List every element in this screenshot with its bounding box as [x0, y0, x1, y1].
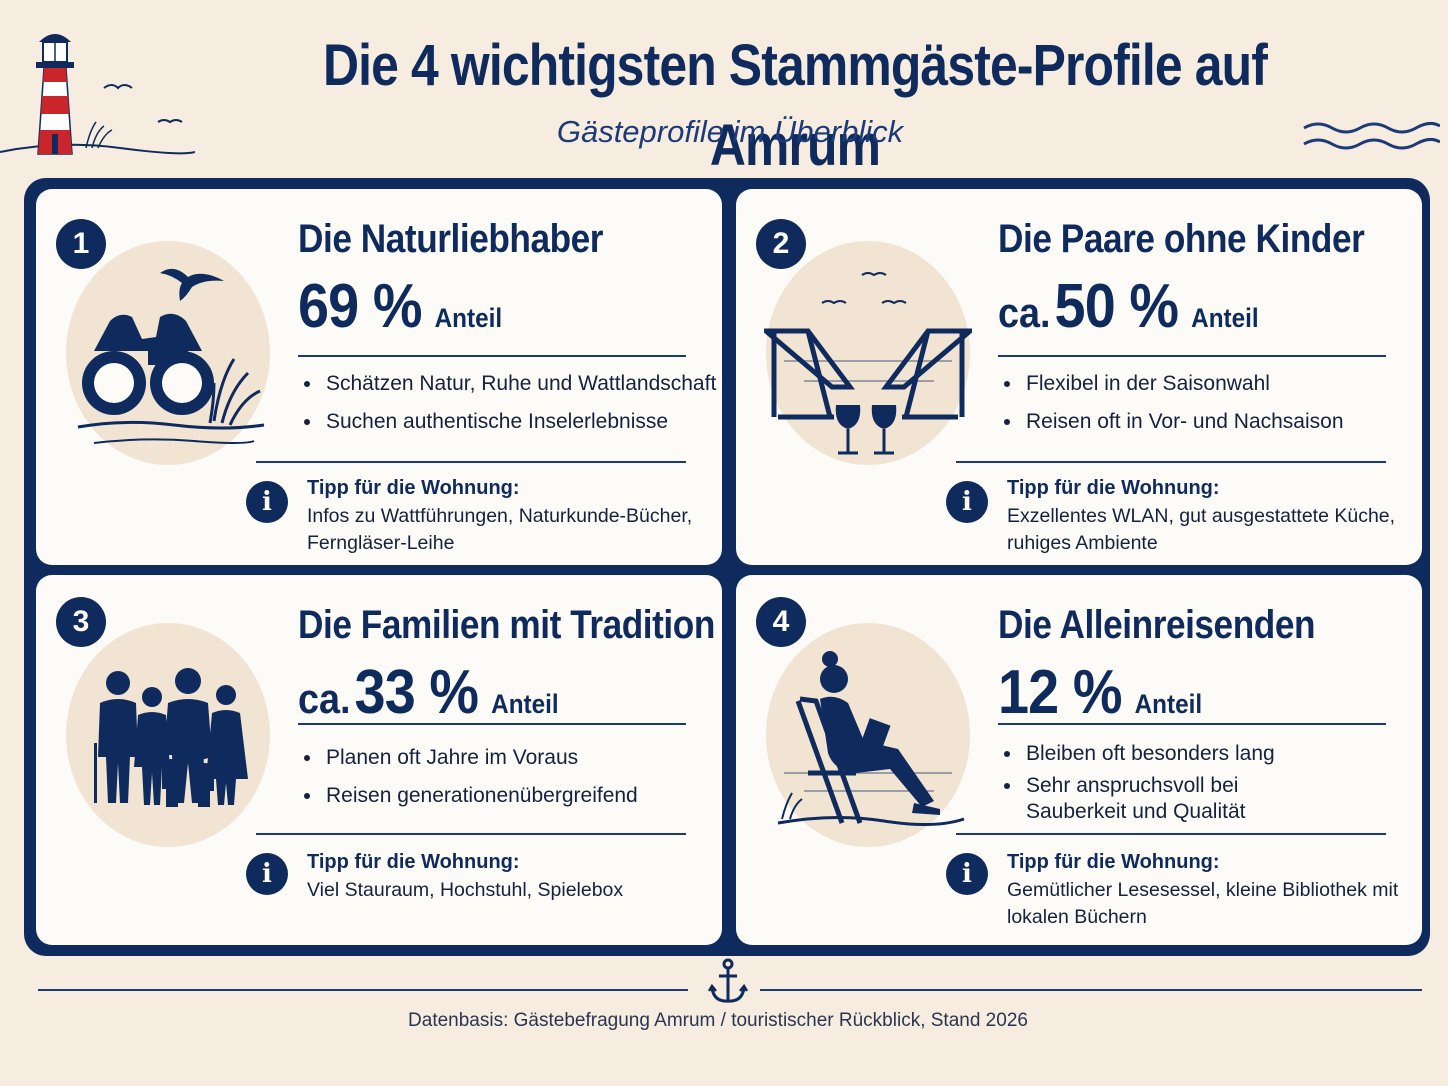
share-value: 33 % — [354, 658, 479, 727]
share-value: 69 % — [298, 272, 422, 341]
bullet-list: Bleiben oft besonders lang Sehr anspruch… — [1002, 741, 1332, 837]
tip-heading: Tipp für die Wohnung: — [1007, 477, 1220, 499]
profile-card-naturliebhaber: 1 Die Naturliebhaber 69 % Anteil Schätze… — [36, 189, 722, 565]
divider — [298, 355, 686, 357]
share-prefix: ca. — [998, 289, 1051, 336]
waves-icon — [1303, 121, 1440, 150]
tip-text: Infos zu Wattführungen, Naturkunde-Büche… — [307, 505, 693, 554]
divider — [256, 461, 686, 463]
card-share: ca. 33 % Anteil — [298, 657, 559, 728]
card-title: Die Familien mit Tradition — [298, 603, 715, 647]
bullet-item: Planen oft Jahre im Voraus — [302, 745, 722, 771]
bullet-item: Sehr anspruchsvoll bei Sauberkeit und Qu… — [1002, 773, 1332, 825]
share-value: 12 % — [998, 658, 1122, 727]
bullet-list: Schätzen Natur, Ruhe und Wattlandschaft … — [302, 371, 722, 447]
family-icon — [66, 623, 270, 847]
info-icon: i — [946, 853, 988, 895]
binoculars-bird-icon — [66, 241, 270, 465]
share-label: Anteil — [1191, 303, 1259, 333]
divider — [256, 833, 686, 835]
card-title: Die Paare ohne Kinder — [998, 217, 1365, 261]
bullet-list: Planen oft Jahre im Voraus Reisen genera… — [302, 745, 722, 821]
tip-text: Viel Stauraum, Hochstuhl, Spielebox — [307, 879, 624, 901]
bullet-item: Suchen authentische Inselerlebnisse — [302, 409, 722, 435]
anchor-icon — [708, 958, 748, 1003]
tip-heading: Tipp für die Wohnung: — [307, 851, 520, 873]
page-title: Die 4 wichtigsten Stammgäste-Profile auf… — [322, 33, 1268, 178]
card-share: ca. 50 % Anteil — [998, 271, 1259, 342]
bullet-list: Flexibel in der Saisonwahl Reisen oft in… — [1002, 371, 1422, 447]
divider — [956, 461, 1386, 463]
card-number-badge: 4 — [756, 597, 806, 647]
profile-card-alleinreisende: 4 Die Alleinreisenden 12 % Anteil Bleibe… — [736, 575, 1422, 945]
tip-text: Exzellentes WLAN, gut ausgestattete Küch… — [1007, 505, 1396, 554]
bullet-item: Reisen oft in Vor- und Nachsaison — [1002, 409, 1422, 435]
bullet-item: Bleiben oft besonders lang — [1002, 741, 1332, 767]
bullet-item: Schätzen Natur, Ruhe und Wattlandschaft — [302, 371, 722, 397]
profile-card-familien: 3 Die Familien mit Tradition ca. 33 % An… — [36, 575, 722, 945]
share-label: Anteil — [434, 303, 503, 333]
tip-heading: Tipp für die Wohnung: — [1007, 851, 1220, 873]
share-label: Anteil — [491, 689, 559, 719]
card-title: Die Naturliebhaber — [298, 217, 604, 261]
info-icon: i — [246, 481, 288, 523]
tip-heading: Tipp für die Wohnung: — [307, 477, 520, 499]
source-note: Datenbasis: Gästebefragung Amrum / touri… — [408, 1010, 1028, 1031]
info-icon: i — [246, 853, 288, 895]
card-number-badge: 1 — [56, 219, 106, 269]
page-subtitle: Gästeprofile im Überblick — [556, 114, 904, 149]
divider — [998, 723, 1386, 725]
card-number-badge: 3 — [56, 597, 106, 647]
card-share: 69 % Anteil — [298, 271, 502, 342]
bullet-item: Reisen generationenübergreifend — [302, 783, 722, 809]
divider — [998, 355, 1386, 357]
divider — [956, 833, 1386, 835]
info-icon: i — [946, 481, 988, 523]
share-label: Anteil — [1134, 689, 1203, 719]
reading-woman-icon — [766, 623, 970, 847]
card-share: 12 % Anteil — [998, 657, 1202, 728]
profile-card-paare: 2 Die Paare ohne Kinder ca. 50 % Anteil … — [736, 189, 1422, 565]
footer-divider-left — [38, 989, 688, 991]
lighthouse-icon — [0, 34, 195, 155]
card-number-badge: 2 — [756, 219, 806, 269]
bullet-item: Flexibel in der Saisonwahl — [1002, 371, 1422, 397]
tip-text: Gemütlicher Lesesessel, kleine Bibliothe… — [1007, 879, 1399, 928]
card-title: Die Alleinreisenden — [998, 603, 1316, 647]
divider — [298, 723, 686, 725]
deck-chairs-wine-icon — [764, 241, 972, 465]
share-prefix: ca. — [298, 675, 351, 722]
share-value: 50 % — [1054, 272, 1179, 341]
footer-divider-right — [760, 989, 1422, 991]
